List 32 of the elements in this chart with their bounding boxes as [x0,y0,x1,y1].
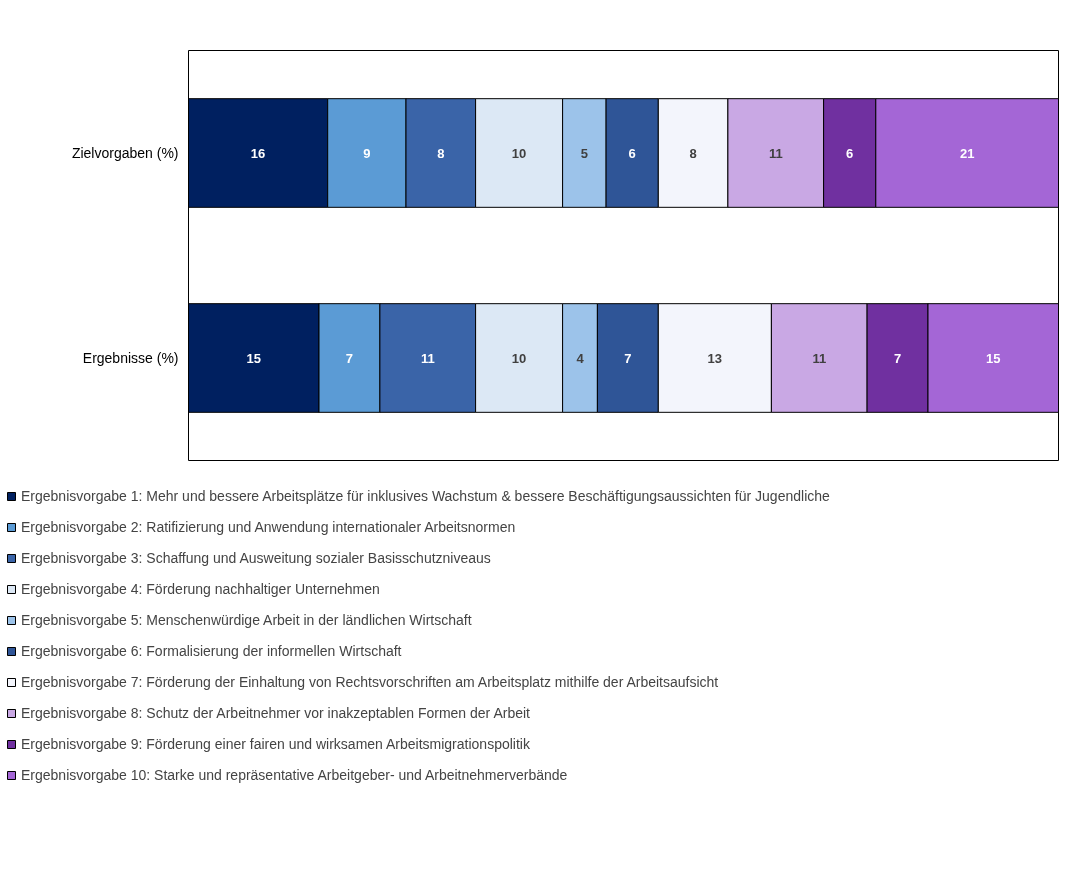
data-label: 13 [707,350,723,366]
y-tick-label: Ergebnisse (%) [82,350,179,366]
data-label: 16 [250,145,266,161]
legend-label: Ergebnisvorgabe 1: Mehr und bessere Arbeitsplätze für inklusives Wachstum & bessere Beschäftigungsaussichten für Jugendliche [21,487,830,506]
y-tick-label: Zielvorgaben (%) [71,145,179,161]
data-label: 9 [363,145,371,161]
legend-label: Ergebnisvorgabe 9: Förderung einer fairen und wirksamen Arbeitsmigrationspolitik [21,735,530,754]
data-label: 11 [420,350,435,366]
data-label: 7 [624,350,632,366]
legend-label: Ergebnisvorgabe 2: Ratifizierung und Anwendung internationaler Arbeitsnormen [21,518,516,537]
data-label: 15 [246,350,261,366]
data-label: 6 [628,145,636,161]
legend-label: Ergebnisvorgabe 10: Starke und repräsentative Arbeitgeber- und Arbeitnehmerverbände [21,766,568,785]
data-label: 8 [437,145,445,161]
data-label: 7 [893,350,902,366]
legend-label: Ergebnisvorgabe 5: Menschenwürdige Arbeit in der ländlichen Wirtschaft [21,611,472,630]
data-label: 10 [511,145,527,161]
data-label: 10 [511,350,527,366]
data-label: 21 [959,145,975,161]
legend-label: Ergebnisvorgabe 6: Formalisierung der informellen Wirtschaft [21,642,402,661]
data-label: 8 [689,145,697,161]
data-label: 15 [986,350,1001,366]
data-label: 11 [812,350,827,366]
data-label: 5 [580,145,588,161]
data-label: 11 [768,145,783,161]
legend-label: Ergebnisvorgabe 7: Förderung der Einhaltung von Rechtsvorschriften am Arbeitsplatz mithilfe der Arbeitsaufsicht [21,673,719,692]
legend-label: Ergebnisvorgabe 4: Förderung nachhaltiger Unternehmen [21,580,380,599]
data-label: 4 [576,350,585,366]
data-label: 7 [345,350,354,366]
legend-label: Ergebnisvorgabe 3: Schaffung und Ausweitung sozialer Basisschutzniveaus [21,549,491,568]
data-label: 6 [846,145,854,161]
legend-label: Ergebnisvorgabe 8: Schutz der Arbeitnehmer vor inakzeptablen Formen der Arbeit [21,704,530,723]
